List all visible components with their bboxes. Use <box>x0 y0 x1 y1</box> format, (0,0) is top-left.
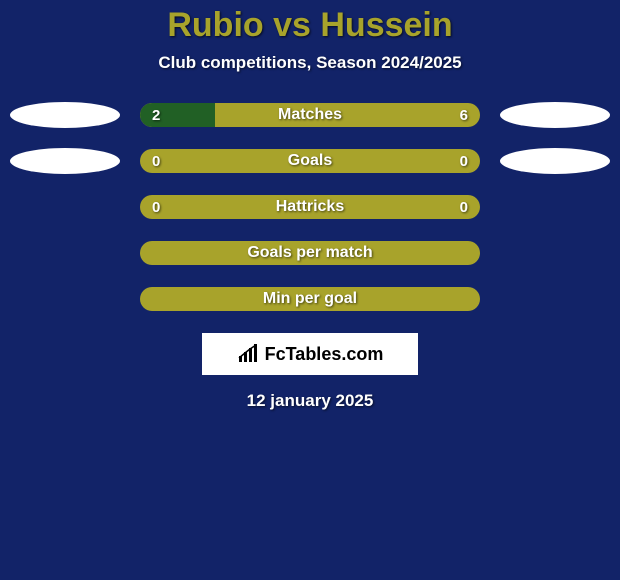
page-title: Rubio vs Hussein <box>0 0 620 45</box>
stat-bar: 0 0Hattricks <box>140 195 480 219</box>
stat-row: 0 0Goals <box>0 149 620 173</box>
stat-bar: 0 0Goals <box>140 149 480 173</box>
stat-row: 26Matches <box>0 103 620 127</box>
date-label: 12 january 2025 <box>0 391 620 411</box>
stat-label: Goals per match <box>140 241 480 265</box>
stat-value-right: 0 <box>460 195 468 219</box>
stat-label: Goals <box>140 149 480 173</box>
bar-fill-left <box>140 103 215 127</box>
stat-bar: Min per goal <box>140 287 480 311</box>
stat-row: Min per goal <box>0 287 620 311</box>
stat-value-left: 0 <box>152 195 160 219</box>
team-marker-left <box>10 102 120 128</box>
stat-row: 0 0Hattricks <box>0 195 620 219</box>
team-marker-right <box>500 148 610 174</box>
stat-label: Hattricks <box>140 195 480 219</box>
stat-bar: 26Matches <box>140 103 480 127</box>
stat-value-left: 0 <box>152 149 160 173</box>
stat-rows: 26Matches00Goals00HattricksGoals per mat… <box>0 103 620 311</box>
stat-bar: Goals per match <box>140 241 480 265</box>
stat-value-right: 6 <box>460 103 468 127</box>
stat-value-right: 0 <box>460 149 468 173</box>
subtitle: Club competitions, Season 2024/2025 <box>0 53 620 73</box>
chart-icon <box>237 344 261 364</box>
team-marker-right <box>500 102 610 128</box>
brand-text: FcTables.com <box>265 344 384 365</box>
brand-badge: FcTables.com <box>202 333 418 375</box>
stat-row: Goals per match <box>0 241 620 265</box>
stat-label: Min per goal <box>140 287 480 311</box>
team-marker-left <box>10 148 120 174</box>
